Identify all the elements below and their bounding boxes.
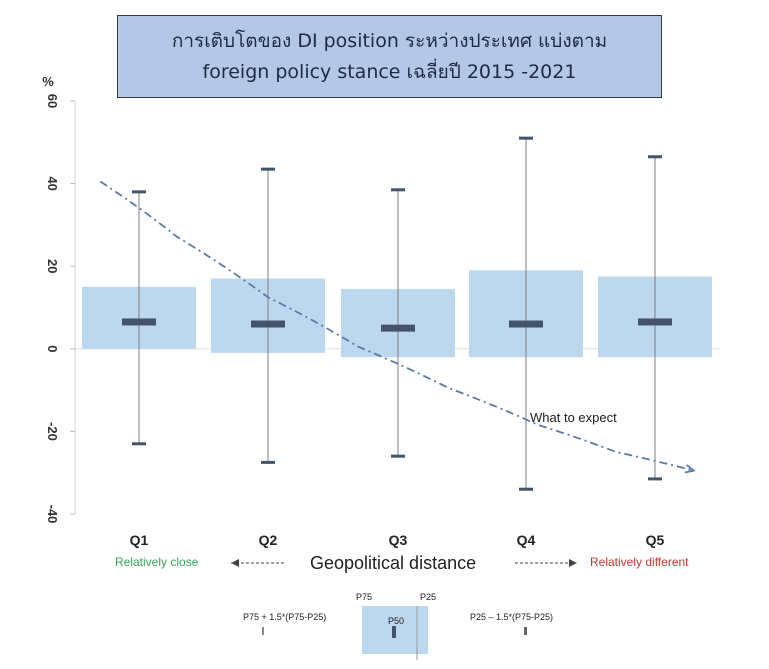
chart-title-line2: foreign policy stance เฉลี่ยปี 2015 -202… xyxy=(202,60,577,83)
category-label-q2: Q2 xyxy=(259,532,278,548)
y-tick-label: -40 xyxy=(45,505,60,524)
y-tick-label: 0 xyxy=(45,345,60,352)
axes: 60 40 20 0 -20 -40% Q1 Q2 Q3 Q4 Q5 P50 xyxy=(42,74,665,660)
chart-title-line1: การเติบโตของ DI position ระหว่างประเทศ แ… xyxy=(171,29,608,52)
median-q2 xyxy=(251,320,285,328)
whisker-cap-high-q2 xyxy=(261,167,275,171)
median-q4 xyxy=(509,320,543,328)
legend-upper-formula: P75 + 1.5*(P75-P25) xyxy=(243,612,327,622)
relatively-different-label: Relatively different xyxy=(590,555,689,569)
legend-lower-whisker-mark xyxy=(524,627,527,635)
y-axis-unit-label: % xyxy=(42,74,54,89)
expectation-curve-group: What to expect xyxy=(99,180,696,474)
relatively-close-label: Relatively close xyxy=(115,555,199,569)
legend-median-mark xyxy=(392,626,396,638)
whisker-cap-low-q5 xyxy=(648,477,662,481)
what-to-expect-label: What to expect xyxy=(530,410,617,425)
legend-p75-label: P75 xyxy=(356,592,373,602)
whisker-cap-high-q1 xyxy=(132,190,146,194)
right-arrowhead xyxy=(569,559,577,567)
whisker-cap-high-q5 xyxy=(648,155,662,159)
category-label-q1: Q1 xyxy=(130,532,149,548)
category-label-q4: Q4 xyxy=(517,532,536,548)
whisker-cap-low-q1 xyxy=(132,442,146,446)
y-tick-label: 20 xyxy=(45,259,60,273)
median-q1 xyxy=(122,318,156,326)
category-label-q3: Q3 xyxy=(389,532,408,548)
median-q5 xyxy=(638,318,672,326)
left-arrowhead xyxy=(231,559,239,567)
median-q3 xyxy=(381,324,415,332)
geopolitical-distance-label: Geopolitical distance xyxy=(310,553,477,573)
y-tick-label: 60 xyxy=(45,94,60,108)
whisker-cap-high-q3 xyxy=(391,188,405,192)
legend-lower-formula: P25 – 1.5*(P75-P25) xyxy=(470,612,554,622)
legend-p25-label: P25 xyxy=(420,592,437,602)
category-label-q5: Q5 xyxy=(646,532,665,548)
chart-title-box: การเติบโตของ DI position ระหว่างประเทศ แ… xyxy=(117,15,662,98)
y-tick-label: 40 xyxy=(45,176,60,190)
whisker-cap-low-q3 xyxy=(391,454,405,458)
whisker-cap-low-q4 xyxy=(519,487,533,491)
legend-p50-label: P50 xyxy=(388,616,404,626)
whisker-cap-low-q2 xyxy=(261,460,275,464)
y-tick-label: -20 xyxy=(45,422,60,441)
boxes xyxy=(82,136,712,491)
expectation-arrowhead xyxy=(684,464,696,474)
whisker-cap-high-q4 xyxy=(519,136,533,140)
legend-upper-whisker-mark xyxy=(262,627,264,635)
